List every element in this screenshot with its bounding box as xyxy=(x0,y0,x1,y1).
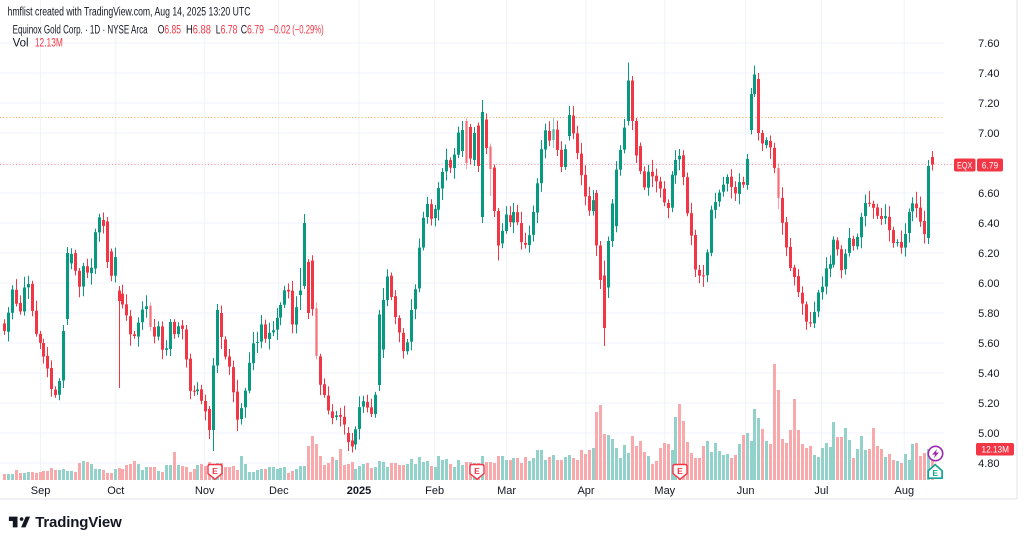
svg-text:E: E xyxy=(932,468,938,478)
svg-text:EQX: EQX xyxy=(957,160,973,171)
svg-text:Oct: Oct xyxy=(107,485,124,497)
svg-text:TradingView: TradingView xyxy=(35,514,122,531)
svg-text:L6.78: L6.78 xyxy=(216,25,238,37)
svg-text:7.00: 7.00 xyxy=(978,128,999,140)
svg-text:5.00: 5.00 xyxy=(978,428,999,440)
svg-text:5.60: 5.60 xyxy=(978,338,999,350)
svg-text:7.40: 7.40 xyxy=(978,68,999,80)
svg-text:hmflist created with TradingVi: hmflist created with TradingView.com, Au… xyxy=(8,6,251,18)
svg-text:6.00: 6.00 xyxy=(978,278,999,290)
svg-text:7.20: 7.20 xyxy=(978,98,999,110)
svg-text:(−0.29%): (−0.29%) xyxy=(292,25,324,37)
svg-text:−0.02: −0.02 xyxy=(269,25,291,37)
svg-text:6.40: 6.40 xyxy=(978,218,999,230)
svg-text:6.60: 6.60 xyxy=(978,188,999,200)
svg-text:12.13M: 12.13M xyxy=(982,445,1010,456)
svg-text:12.13M: 12.13M xyxy=(35,38,63,50)
svg-text:5.80: 5.80 xyxy=(978,308,999,320)
svg-text:Dec: Dec xyxy=(269,485,289,497)
svg-text:7.60: 7.60 xyxy=(978,38,999,50)
svg-text:E: E xyxy=(212,466,218,476)
svg-text:Jul: Jul xyxy=(814,485,828,497)
svg-text:6.20: 6.20 xyxy=(978,248,999,260)
svg-text:E: E xyxy=(474,466,480,476)
svg-text:Mar: Mar xyxy=(497,485,516,497)
svg-text:5.20: 5.20 xyxy=(978,398,999,410)
svg-text:May: May xyxy=(654,485,675,497)
svg-text:O6.85: O6.85 xyxy=(158,25,181,37)
svg-text:Vol: Vol xyxy=(13,38,29,50)
svg-text:Aug: Aug xyxy=(895,485,915,497)
svg-text:Equinox Gold Corp. · 1D · NYSE: Equinox Gold Corp. · 1D · NYSE Arca xyxy=(13,25,148,37)
svg-text:E: E xyxy=(677,466,683,476)
svg-text:Feb: Feb xyxy=(425,485,444,497)
svg-text:H6.88: H6.88 xyxy=(186,25,211,37)
svg-text:2025: 2025 xyxy=(347,485,371,497)
svg-text:4.80: 4.80 xyxy=(978,458,999,470)
svg-text:C6.79: C6.79 xyxy=(241,25,264,37)
svg-text:Apr: Apr xyxy=(577,485,594,497)
svg-text:Nov: Nov xyxy=(195,485,215,497)
svg-text:Jun: Jun xyxy=(737,485,755,497)
svg-text:Sep: Sep xyxy=(31,485,51,497)
svg-text:6.79: 6.79 xyxy=(982,160,998,171)
svg-text:5.40: 5.40 xyxy=(978,368,999,380)
